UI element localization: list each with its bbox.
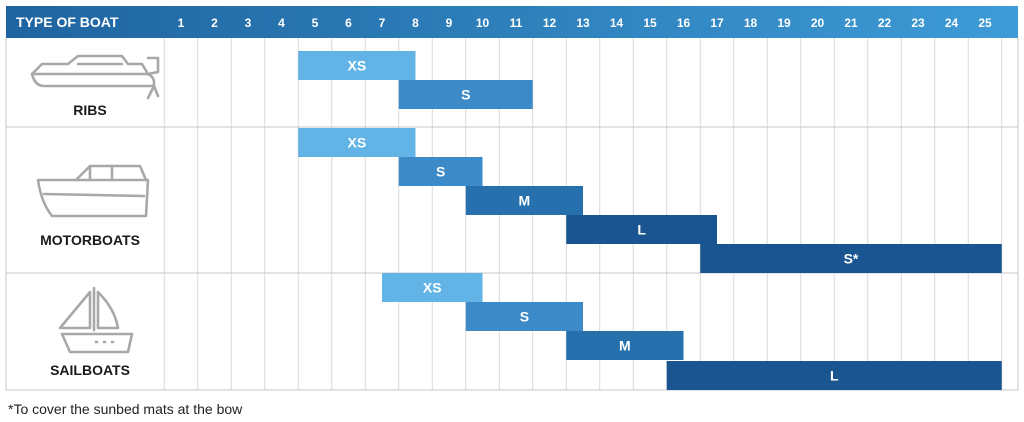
x-tick-label: 2 [211,16,218,30]
row-motorboats: MOTORBOATS XS S M L S* [40,128,1002,273]
size-bar [465,302,583,331]
row-label: MOTORBOATS [40,232,140,248]
x-tick-label: 7 [379,16,386,30]
size-bar-label: XS [423,280,442,296]
size-bar-label: S [461,87,470,103]
rib-boat-icon [30,54,160,100]
size-bar-label: XS [348,58,367,74]
size-bar [298,128,416,157]
x-tick-label: 10 [476,16,490,30]
row-sailboats: SAILBOATS XS S M L [50,273,1002,390]
size-bar-label: S* [844,251,859,267]
x-tick-label: 4 [278,16,285,30]
x-tick-label: 5 [312,16,319,30]
size-bar-label: M [619,338,631,354]
size-bar [700,244,1002,273]
x-tick-label: 18 [744,16,758,30]
x-tick-label: 20 [811,16,825,30]
x-tick-label: 17 [710,16,724,30]
size-bar-label: S [436,164,445,180]
size-bar-label: M [519,193,531,209]
size-bar [465,186,583,215]
x-tick-label: 19 [777,16,791,30]
header-bar [6,6,1018,38]
size-bar-label: XS [348,135,367,151]
size-bar [298,51,416,80]
motorboat-icon [36,164,150,218]
x-tick-label: 14 [610,16,624,30]
x-tick-label: 21 [844,16,858,30]
x-tick-label: 9 [446,16,453,30]
size-bar-label: L [637,222,646,238]
x-tick-label: 3 [245,16,252,30]
row-label: RIBS [73,102,106,118]
header-title: TYPE OF BOAT [16,14,119,30]
size-bar [566,331,684,360]
footnote: *To cover the sunbed mats at the bow [8,401,243,417]
size-bar [666,361,1002,390]
x-tick-label: 8 [412,16,419,30]
boat-size-chart: TYPE OF BOAT 1 2 3 4 5 6 7 8 9 10 11 12 13 14 15 16 17 18… [5,6,1019,391]
x-tick-label: 12 [543,16,557,30]
size-bar-label: S [520,309,529,325]
x-tick-label: 1 [178,16,185,30]
size-bar-label: L [830,368,839,384]
x-tick-label: 6 [345,16,352,30]
x-tick-label: 24 [945,16,959,30]
x-tick-label: 16 [677,16,691,30]
x-tick-label: 15 [643,16,657,30]
x-tick-label: 13 [576,16,590,30]
x-tick-label: 23 [911,16,925,30]
x-tick-label: 25 [978,16,992,30]
x-tick-label: 22 [878,16,892,30]
size-bar [398,157,483,186]
size-bar [566,215,717,244]
size-bar [398,80,533,109]
row-ribs: RIBS XS S [73,51,533,118]
x-tick-label: 11 [510,16,523,30]
size-bar [382,273,483,302]
row-label: SAILBOATS [50,362,130,378]
sailboat-icon [58,286,134,354]
